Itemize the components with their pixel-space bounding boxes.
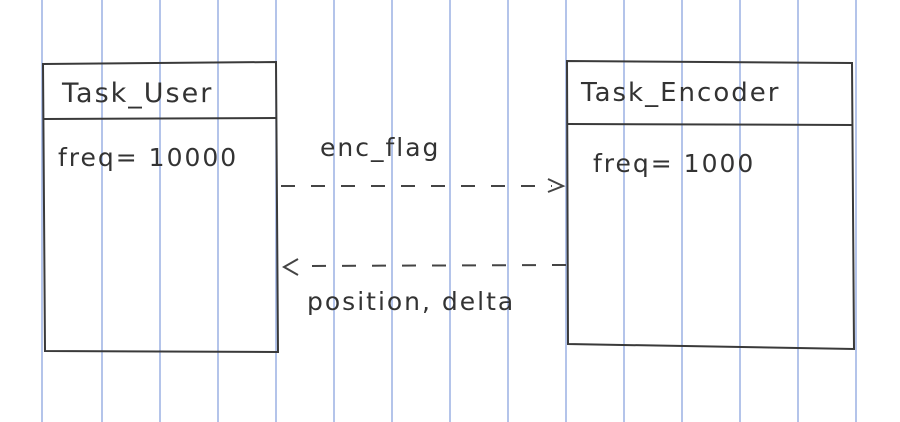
arrowhead-left <box>281 258 299 276</box>
position-delta-label: position, delta <box>307 287 515 316</box>
task-user-freq: freq= 10000 <box>58 143 238 172</box>
task-encoder-freq: freq= 1000 <box>593 149 755 178</box>
arrowhead-right <box>547 178 566 193</box>
position-delta-arrow: position, delta <box>281 258 567 316</box>
task-user-title: Task_User <box>61 78 213 109</box>
rule-lines <box>41 0 857 422</box>
task-user-box: Task_User freq= 10000 <box>41 60 280 354</box>
task-encoder-box: Task_Encoder freq= 1000 <box>565 59 856 351</box>
enc-flag-label: enc_flag <box>320 133 440 162</box>
task-encoder-title: Task_Encoder <box>580 78 780 108</box>
enc-flag-arrow: enc_flag <box>281 133 566 193</box>
